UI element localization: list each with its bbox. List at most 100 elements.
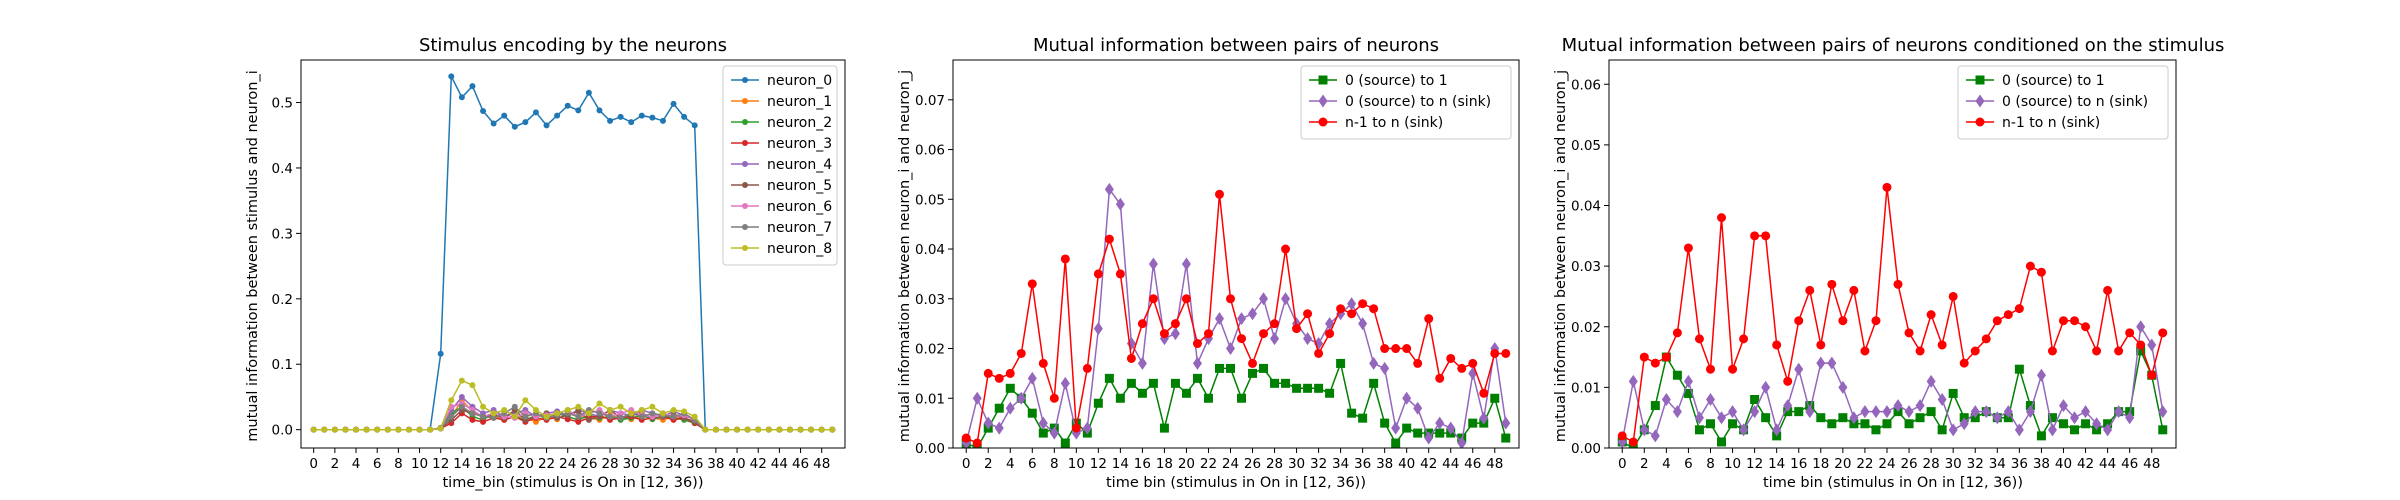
y-tick-label: 0.05 bbox=[915, 192, 945, 208]
data-point bbox=[1728, 405, 1738, 419]
series-neuron-8 bbox=[310, 377, 836, 433]
data-point bbox=[1170, 378, 1180, 388]
axes-frame bbox=[1608, 59, 2177, 449]
x-tick-label: 18 bbox=[496, 456, 513, 472]
data-point bbox=[1237, 393, 1247, 403]
data-point bbox=[1214, 363, 1224, 373]
x-tick-label: 20 bbox=[1834, 456, 1851, 472]
legend-entry: n-1 to n (sink) bbox=[1966, 115, 2100, 131]
chart-conditional-mutual-information: Mutual information between pairs of neur… bbox=[1553, 35, 2224, 491]
data-point bbox=[1672, 405, 1682, 419]
x-tick-label: 12 bbox=[1090, 456, 1107, 472]
data-point bbox=[1683, 243, 1693, 253]
data-point bbox=[1468, 358, 1478, 368]
data-point bbox=[1650, 358, 1660, 368]
x-tick-label: 10 bbox=[411, 456, 428, 472]
x-tick-label: 26 bbox=[580, 456, 597, 472]
data-point bbox=[1281, 292, 1291, 306]
x-tick-label: 26 bbox=[1244, 456, 1261, 472]
data-point bbox=[2125, 328, 2135, 338]
legend-marker bbox=[1975, 75, 1985, 85]
data-point bbox=[1937, 340, 1947, 350]
data-point bbox=[2014, 364, 2024, 374]
data-point bbox=[1717, 213, 1727, 223]
data-point bbox=[2058, 419, 2068, 429]
data-point bbox=[1501, 348, 1511, 358]
legend-entry: 0 (source) to n (sink) bbox=[1309, 94, 1491, 110]
data-point bbox=[1104, 182, 1114, 196]
y-axis-label: mutual information between neuron_i and … bbox=[1553, 70, 1569, 442]
x-tick-label: 10 bbox=[1724, 456, 1741, 472]
legend-entry: n-1 to n (sink) bbox=[1309, 115, 1443, 131]
data-point bbox=[1915, 346, 1925, 356]
x-tick-label: 38 bbox=[1376, 456, 1393, 472]
data-point bbox=[1479, 388, 1489, 398]
data-point bbox=[1717, 411, 1727, 425]
data-point bbox=[405, 426, 412, 433]
axes-frame bbox=[952, 59, 1520, 449]
data-point bbox=[786, 426, 793, 433]
data-point bbox=[1816, 413, 1826, 423]
x-tick-label: 2 bbox=[1640, 456, 1649, 472]
legend: 0 (source) to 1 0 (source) to n (sink) n-1… bbox=[1957, 65, 2169, 140]
data-point bbox=[2158, 328, 2168, 338]
data-point bbox=[1783, 376, 1793, 386]
data-point bbox=[628, 410, 635, 417]
data-point bbox=[1181, 257, 1191, 271]
x-axis-label: time_bin (stimulus is On in [12, 36)) bbox=[443, 475, 704, 491]
data-point bbox=[1225, 363, 1235, 373]
x-tick-label: 40 bbox=[1398, 456, 1415, 472]
data-point bbox=[1413, 428, 1423, 438]
data-point bbox=[1446, 421, 1456, 435]
data-point bbox=[617, 403, 624, 410]
data-point bbox=[2103, 285, 2113, 295]
data-point bbox=[1805, 405, 1815, 419]
data-point bbox=[617, 410, 624, 417]
legend-marker bbox=[742, 77, 748, 83]
legend-entry: neuron_0 bbox=[731, 73, 832, 89]
data-point bbox=[1248, 368, 1258, 378]
y-tick-label: 0.04 bbox=[1571, 199, 1601, 215]
data-point bbox=[1027, 408, 1037, 418]
x-tick-label: 4 bbox=[352, 456, 361, 472]
y-tick-label: 0.01 bbox=[915, 391, 945, 407]
data-point bbox=[1794, 407, 1804, 417]
data-point bbox=[564, 407, 571, 414]
data-point bbox=[2003, 405, 2013, 419]
data-point bbox=[1827, 419, 1837, 429]
data-point bbox=[1639, 352, 1649, 362]
x-tick-label: 22 bbox=[538, 456, 555, 472]
x-tick-label: 8 bbox=[1050, 456, 1059, 472]
x-tick-label: 24 bbox=[1878, 456, 1895, 472]
data-point bbox=[1391, 344, 1401, 354]
series-line bbox=[313, 405, 833, 431]
data-point bbox=[585, 416, 592, 423]
x-tick-label: 48 bbox=[2143, 456, 2160, 472]
data-point bbox=[1435, 373, 1445, 383]
data-point bbox=[1259, 329, 1269, 339]
data-point bbox=[961, 433, 971, 443]
data-point bbox=[1424, 431, 1434, 445]
x-tick-label: 48 bbox=[1486, 456, 1503, 472]
x-tick-label: 22 bbox=[1200, 456, 1217, 472]
data-point bbox=[1214, 312, 1224, 326]
data-point bbox=[2092, 346, 2102, 356]
legend-marker bbox=[742, 161, 748, 167]
data-point bbox=[1457, 363, 1467, 373]
data-point bbox=[1435, 416, 1445, 430]
data-point bbox=[1170, 327, 1180, 341]
data-point bbox=[342, 426, 349, 433]
data-point bbox=[1683, 388, 1693, 398]
data-point bbox=[1159, 423, 1169, 433]
legend-entry: neuron_8 bbox=[731, 241, 832, 257]
data-point bbox=[1060, 254, 1070, 264]
data-point bbox=[670, 413, 677, 420]
data-point bbox=[691, 413, 698, 420]
data-point bbox=[1093, 269, 1103, 279]
data-point bbox=[1137, 388, 1147, 398]
data-point bbox=[818, 426, 825, 433]
data-point bbox=[1882, 419, 1892, 429]
data-point bbox=[1794, 362, 1804, 376]
data-point bbox=[1303, 332, 1313, 346]
data-point bbox=[1314, 383, 1324, 393]
